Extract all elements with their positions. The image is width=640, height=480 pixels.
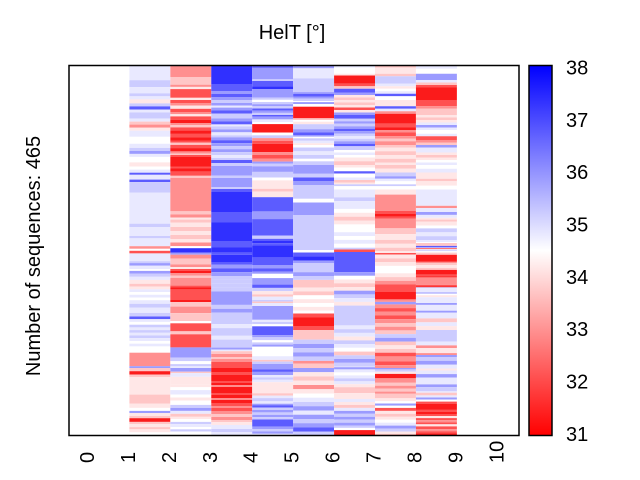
svg-text:35: 35 [566,215,588,237]
svg-text:6: 6 [323,452,345,463]
svg-text:0: 0 [77,452,99,463]
svg-text:2: 2 [159,452,181,463]
svg-text:Number of sequences: 465: Number of sequences: 465 [23,136,45,376]
svg-text:31: 31 [566,424,588,446]
svg-text:32: 32 [566,372,588,394]
svg-text:33: 33 [566,319,588,341]
svg-text:3: 3 [200,452,222,463]
svg-text:34: 34 [566,267,588,289]
svg-text:8: 8 [405,452,427,463]
svg-text:1: 1 [118,452,140,463]
svg-text:10: 10 [486,441,508,463]
svg-text:37: 37 [566,110,588,132]
svg-text:4: 4 [241,452,263,463]
svg-text:36: 36 [566,162,588,184]
svg-text:HelT [°]: HelT [°] [259,22,326,44]
svg-text:5: 5 [282,452,304,463]
svg-text:7: 7 [364,452,386,463]
svg-text:38: 38 [566,58,588,80]
svg-text:9: 9 [445,452,467,463]
